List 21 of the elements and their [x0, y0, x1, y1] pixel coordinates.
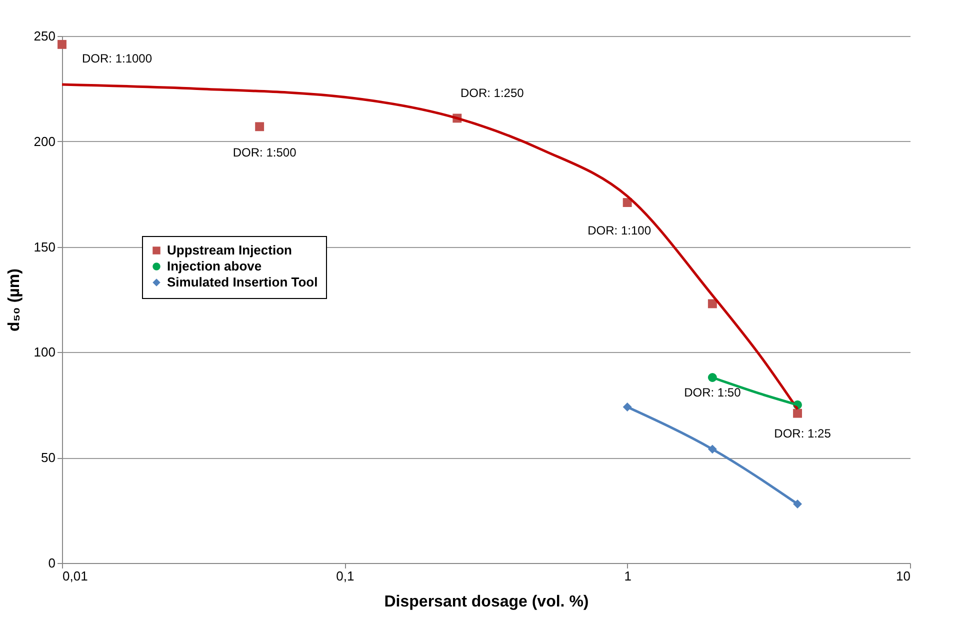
annotation: DOR: 1:25 — [774, 426, 832, 440]
y-tick-label: 0 — [48, 556, 56, 570]
y-tick-label: 50 — [41, 450, 56, 466]
y-tick-label: 250 — [34, 28, 56, 44]
annotation: DOR: 1:500 — [232, 146, 297, 160]
annotation: DOR: 1:100 — [588, 224, 652, 238]
annotation: DOR: 1:250 — [460, 86, 524, 100]
y-tick-label: 200 — [34, 134, 56, 149]
x-tick-label: 0,1 — [336, 568, 354, 584]
x-tick-label: 1 — [624, 568, 632, 584]
x-tick-label: 0,01 — [62, 568, 88, 584]
legend-label: Simulated Insertion Tool — [167, 274, 318, 290]
y-axis-title: d₅₀ (µm) — [6, 268, 23, 332]
y-tick-label: 100 — [34, 344, 56, 360]
y-tick-label: 150 — [34, 239, 56, 254]
legend-label: Injection above — [167, 258, 262, 274]
annotation: DOR: 1:50 — [684, 385, 742, 400]
x-axis-title: Dispersant dosage (vol. %) — [384, 594, 589, 610]
annotation: DOR: 1:1000 — [82, 51, 152, 66]
x-tick-label: 10 — [896, 568, 910, 584]
legend-label: Uppstream Injection — [167, 242, 292, 258]
